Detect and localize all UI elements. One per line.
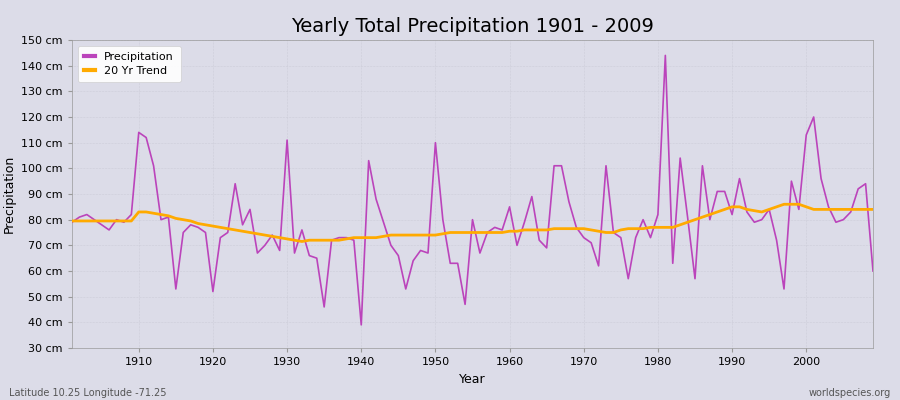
Precipitation [600,163,611,168]
20 Yr Trend [511,229,522,234]
Precipitation [67,220,77,225]
Precipitation [868,269,878,274]
Precipitation [289,251,300,256]
Line: Precipitation: Precipitation [72,56,873,325]
Text: worldspecies.org: worldspecies.org [809,388,891,398]
20 Yr Trend [341,236,352,241]
20 Yr Trend [289,238,300,242]
Precipitation [660,53,670,58]
Precipitation [504,204,515,209]
20 Yr Trend [868,207,878,212]
Y-axis label: Precipitation: Precipitation [3,155,16,233]
Line: 20 Yr Trend: 20 Yr Trend [72,204,873,242]
Legend: Precipitation, 20 Yr Trend: Precipitation, 20 Yr Trend [77,46,181,82]
Precipitation [126,212,137,217]
Precipitation [334,235,345,240]
20 Yr Trend [67,218,77,223]
20 Yr Trend [778,202,789,207]
Title: Yearly Total Precipitation 1901 - 2009: Yearly Total Precipitation 1901 - 2009 [291,17,654,36]
20 Yr Trend [504,229,515,234]
20 Yr Trend [296,239,307,244]
X-axis label: Year: Year [459,372,486,386]
20 Yr Trend [126,218,137,223]
Precipitation [511,243,522,248]
20 Yr Trend [600,230,611,235]
Precipitation [356,322,366,327]
Text: Latitude 10.25 Longitude -71.25: Latitude 10.25 Longitude -71.25 [9,388,166,398]
